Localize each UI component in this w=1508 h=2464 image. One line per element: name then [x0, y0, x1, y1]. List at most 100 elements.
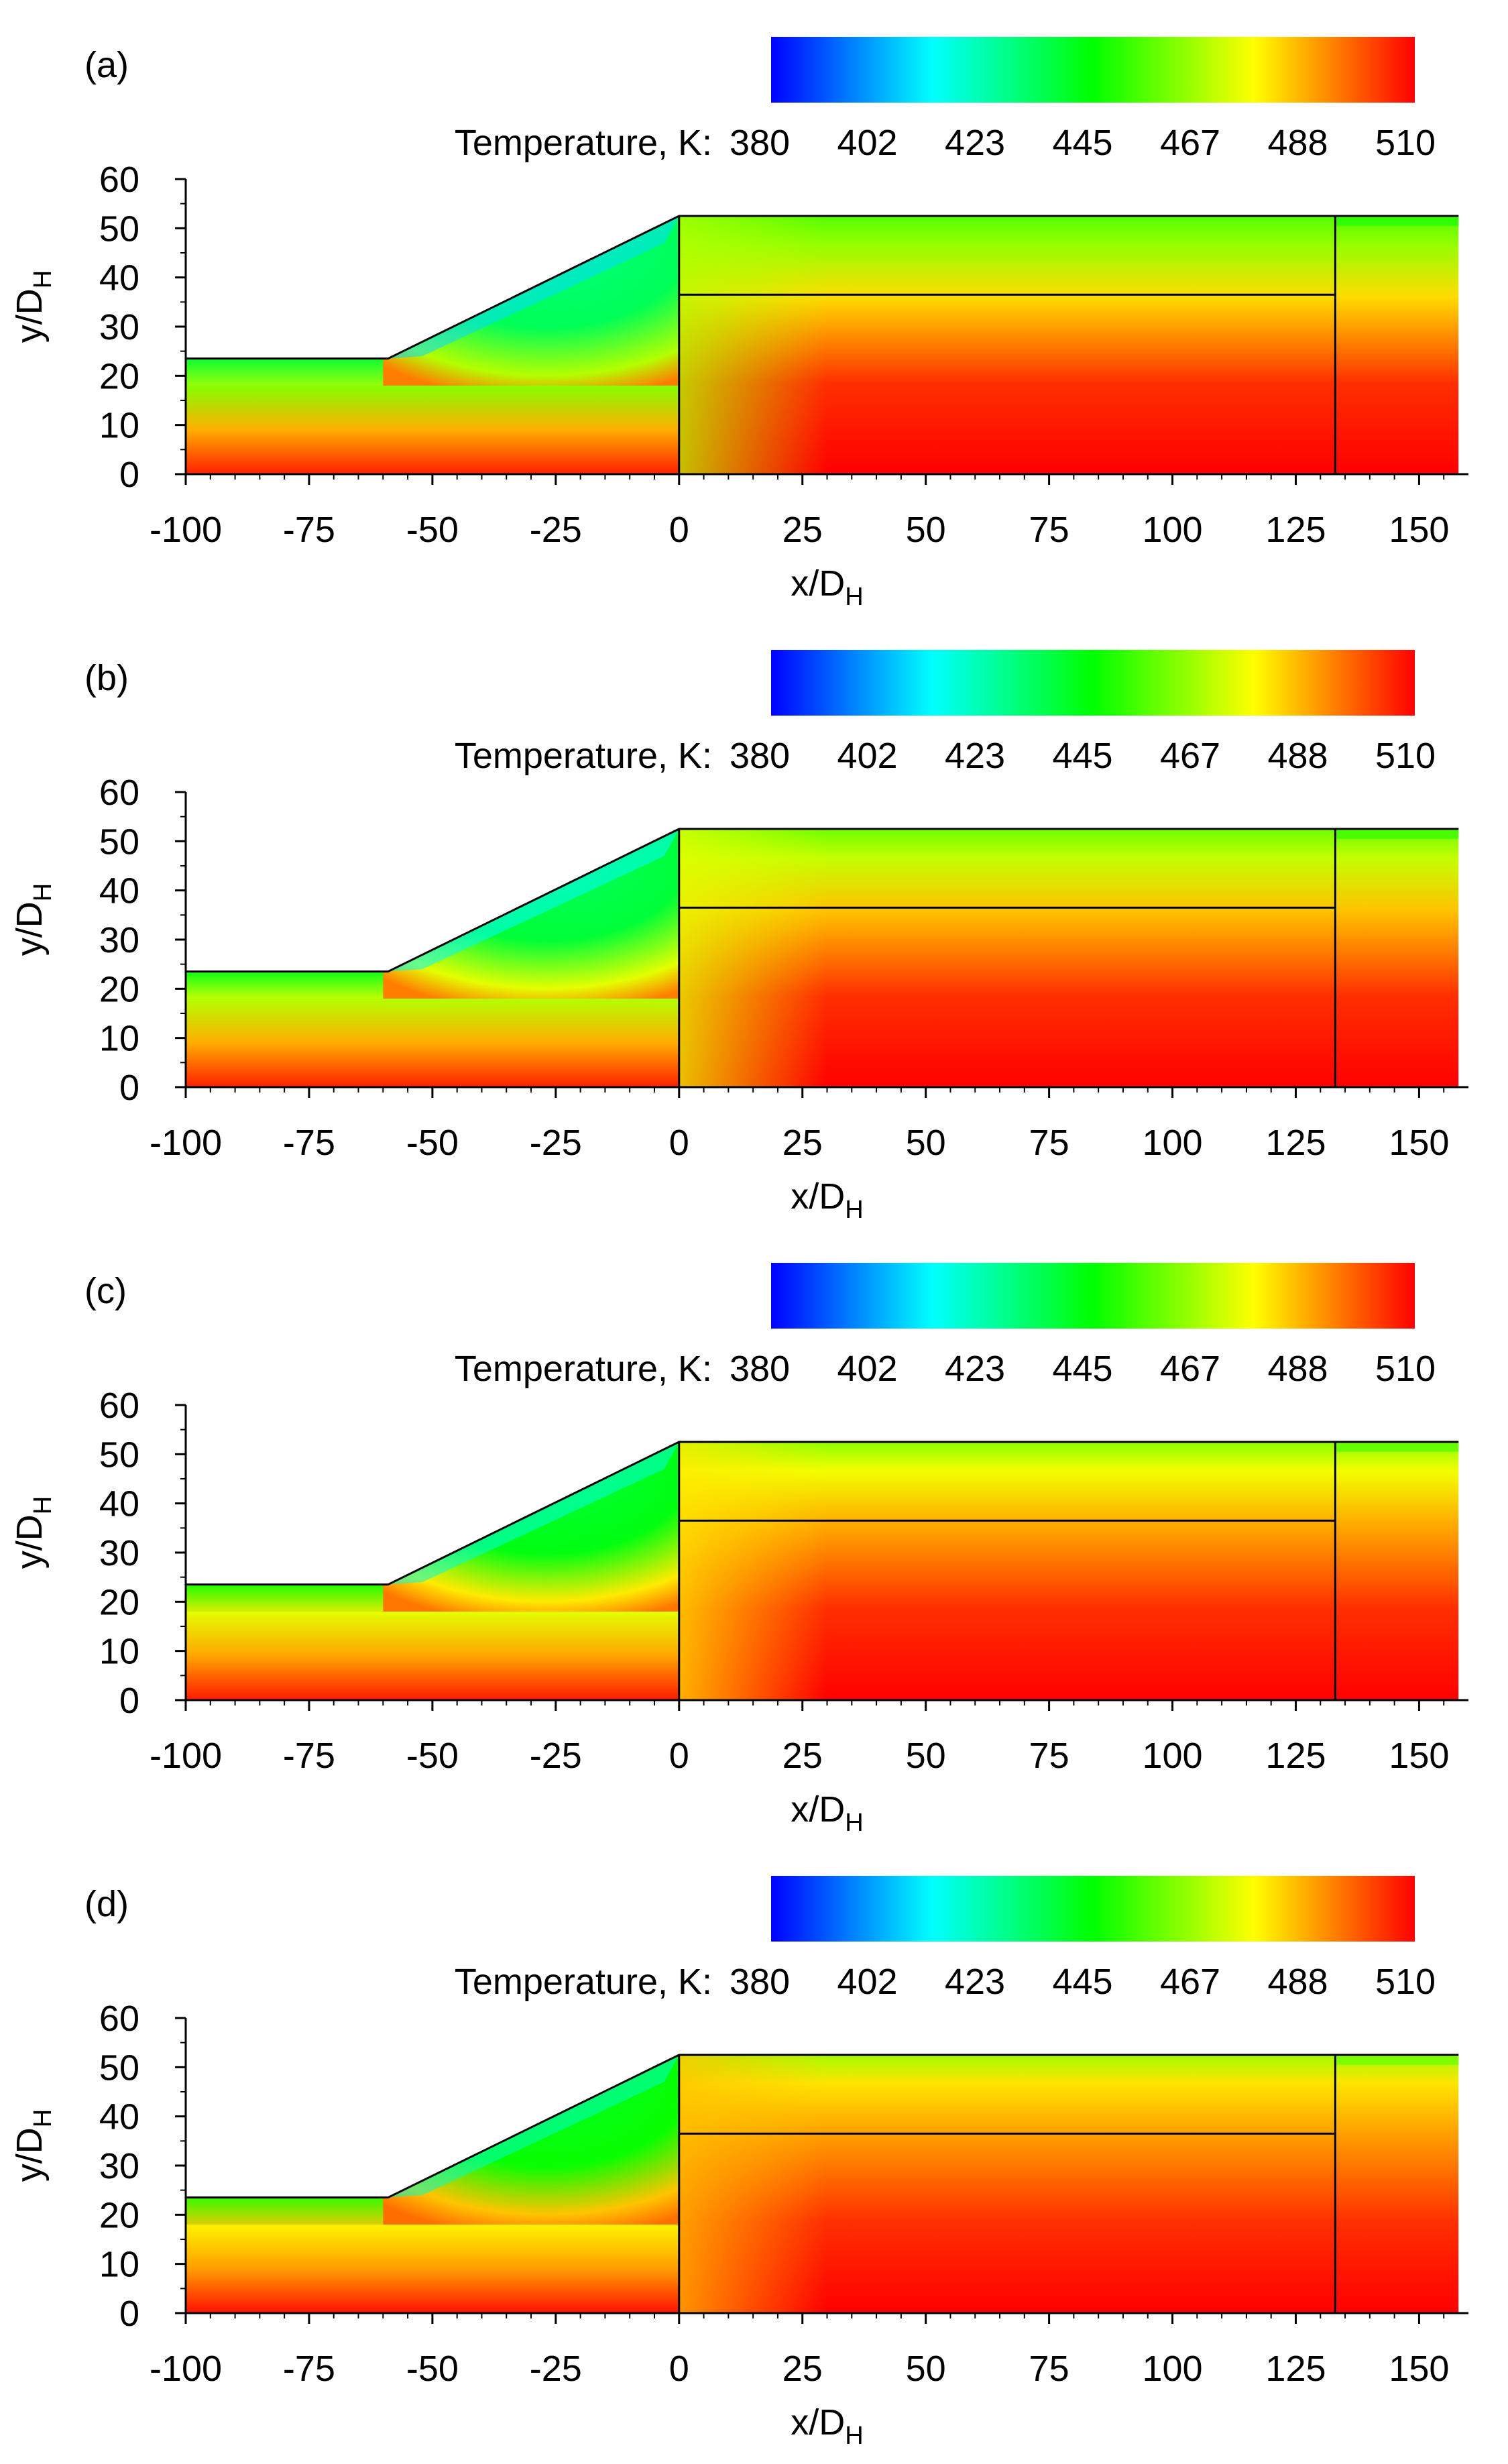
y-tick-label: 30: [99, 2146, 139, 2186]
colorbar-tick-label: 402: [837, 1962, 897, 2002]
y-axis-label: y/DH: [9, 270, 57, 343]
chamber-entry-blend: [679, 2055, 827, 2313]
y-axis-label-subscript: H: [29, 270, 57, 288]
x-tick-label: 25: [782, 510, 823, 550]
inlet-hot-layer: [186, 386, 679, 474]
y-tick-label: 50: [99, 209, 139, 249]
y-tick-label: 10: [99, 1019, 139, 1059]
outlet-top-layer: [1335, 2055, 1459, 2065]
x-axis-label-subscript: H: [845, 583, 863, 611]
panel-2: (b) Temperature, K: 380 402 423 445 467 488 510 -…: [9, 650, 1468, 1224]
x-axis-label-subscript: H: [845, 1196, 863, 1224]
y-tick-label: 0: [119, 1068, 139, 1108]
colorbar-tick-label: 423: [945, 123, 1005, 163]
x-tick-label: 50: [906, 2349, 946, 2389]
x-tick-label: 150: [1389, 1736, 1449, 1776]
x-axis-label-subscript: H: [845, 2422, 863, 2450]
panel-4: (d) Temperature, K: 380 402 423 445 467 488 510 -…: [9, 1876, 1468, 2450]
y-tick-label: 0: [119, 2294, 139, 2334]
colorbar-tick-label: 380: [730, 736, 790, 776]
x-tick-label: -50: [406, 510, 459, 550]
x-tick-label: 100: [1142, 1736, 1202, 1776]
y-tick-label: 60: [99, 1999, 139, 2039]
x-tick-label: -75: [283, 510, 335, 550]
y-tick-label: 60: [99, 773, 139, 813]
x-tick-label: 100: [1142, 510, 1202, 550]
colorbar-tick-label: 445: [1052, 736, 1112, 776]
x-tick-label: 0: [669, 1123, 689, 1163]
x-axis-label-subscript: H: [845, 1809, 863, 1837]
colorbar-tick-label: 467: [1160, 1349, 1220, 1389]
y-axis-label: y/DH: [9, 2109, 57, 2182]
x-tick-label: 75: [1029, 1123, 1069, 1163]
y-tick-label: 20: [99, 969, 139, 1009]
y-tick-label: 50: [99, 1435, 139, 1475]
x-tick-label: 50: [906, 1736, 946, 1776]
y-tick-label: 10: [99, 1632, 139, 1672]
colorbar-tick-label: 510: [1375, 1349, 1436, 1389]
y-tick-label: 60: [99, 1386, 139, 1426]
colorbar-title: Temperature, K:: [455, 1349, 712, 1389]
colorbar-tick-label: 467: [1160, 1962, 1220, 2002]
colorbar-tick-label: 380: [730, 1349, 790, 1389]
x-tick-label: -50: [406, 1123, 459, 1163]
y-tick-label: 40: [99, 2097, 139, 2137]
colorbar-tick-label: 510: [1375, 736, 1436, 776]
x-tick-label: -50: [406, 1736, 459, 1776]
y-tick-label: 50: [99, 2048, 139, 2088]
x-axis-label: x/DH: [791, 2402, 863, 2450]
colorbar-tick-label: 445: [1052, 1962, 1112, 2002]
panel-label: (c): [84, 1271, 127, 1311]
y-tick-label: 40: [99, 1484, 139, 1524]
x-tick-label: -50: [406, 2349, 459, 2389]
x-tick-label: 25: [782, 2349, 823, 2389]
x-tick-label: -25: [530, 2349, 582, 2389]
colorbar: [771, 1263, 1415, 1329]
colorbar-tick-label: 488: [1267, 123, 1328, 163]
y-tick-label: 30: [99, 1533, 139, 1573]
colorbar-tick-label: 510: [1375, 123, 1436, 163]
temperature-field: [186, 2055, 1459, 2313]
x-tick-label: -25: [530, 510, 582, 550]
outlet-top-layer: [1335, 216, 1459, 226]
y-tick-label: 20: [99, 356, 139, 396]
x-tick-label: -100: [150, 2349, 222, 2389]
colorbar-tick-label: 445: [1052, 1349, 1112, 1389]
colorbar-tick-label: 380: [730, 1962, 790, 2002]
y-tick-label: 30: [99, 920, 139, 960]
colorbar: [771, 650, 1415, 716]
x-tick-label: 50: [906, 510, 946, 550]
x-tick-label: 50: [906, 1123, 946, 1163]
x-tick-label: 75: [1029, 2349, 1069, 2389]
x-tick-label: -75: [283, 1123, 335, 1163]
x-tick-label: 0: [669, 2349, 689, 2389]
chamber-entry-blend: [679, 1442, 827, 1700]
x-tick-label: 125: [1265, 1123, 1326, 1163]
x-tick-label: -75: [283, 2349, 335, 2389]
colorbar-tick-label: 423: [945, 736, 1005, 776]
outlet-top-layer: [1335, 829, 1459, 839]
y-tick-label: 10: [99, 406, 139, 446]
inlet-hot-layer: [186, 999, 679, 1087]
chamber-entry-blend: [679, 829, 827, 1087]
domain-boundary: [186, 1441, 1459, 1586]
colorbar-tick-label: 423: [945, 1349, 1005, 1389]
y-tick-label: 40: [99, 258, 139, 298]
x-tick-label: 150: [1389, 2349, 1449, 2389]
y-axis-label-subscript: H: [29, 883, 57, 901]
panel-label: (a): [84, 45, 129, 85]
x-tick-label: -25: [530, 1736, 582, 1776]
x-axis-label: x/DH: [791, 563, 863, 611]
y-tick-label: 40: [99, 871, 139, 911]
y-tick-label: 0: [119, 1681, 139, 1721]
colorbar-tick-label: 380: [730, 123, 790, 163]
x-tick-label: 125: [1265, 2349, 1326, 2389]
y-tick-label: 20: [99, 2195, 139, 2235]
x-tick-label: 25: [782, 1123, 823, 1163]
x-tick-label: -100: [150, 1736, 222, 1776]
x-tick-label: -100: [150, 1123, 222, 1163]
x-tick-label: 125: [1265, 1736, 1326, 1776]
colorbar-tick-label: 467: [1160, 123, 1220, 163]
colorbar-title: Temperature, K:: [455, 736, 712, 776]
